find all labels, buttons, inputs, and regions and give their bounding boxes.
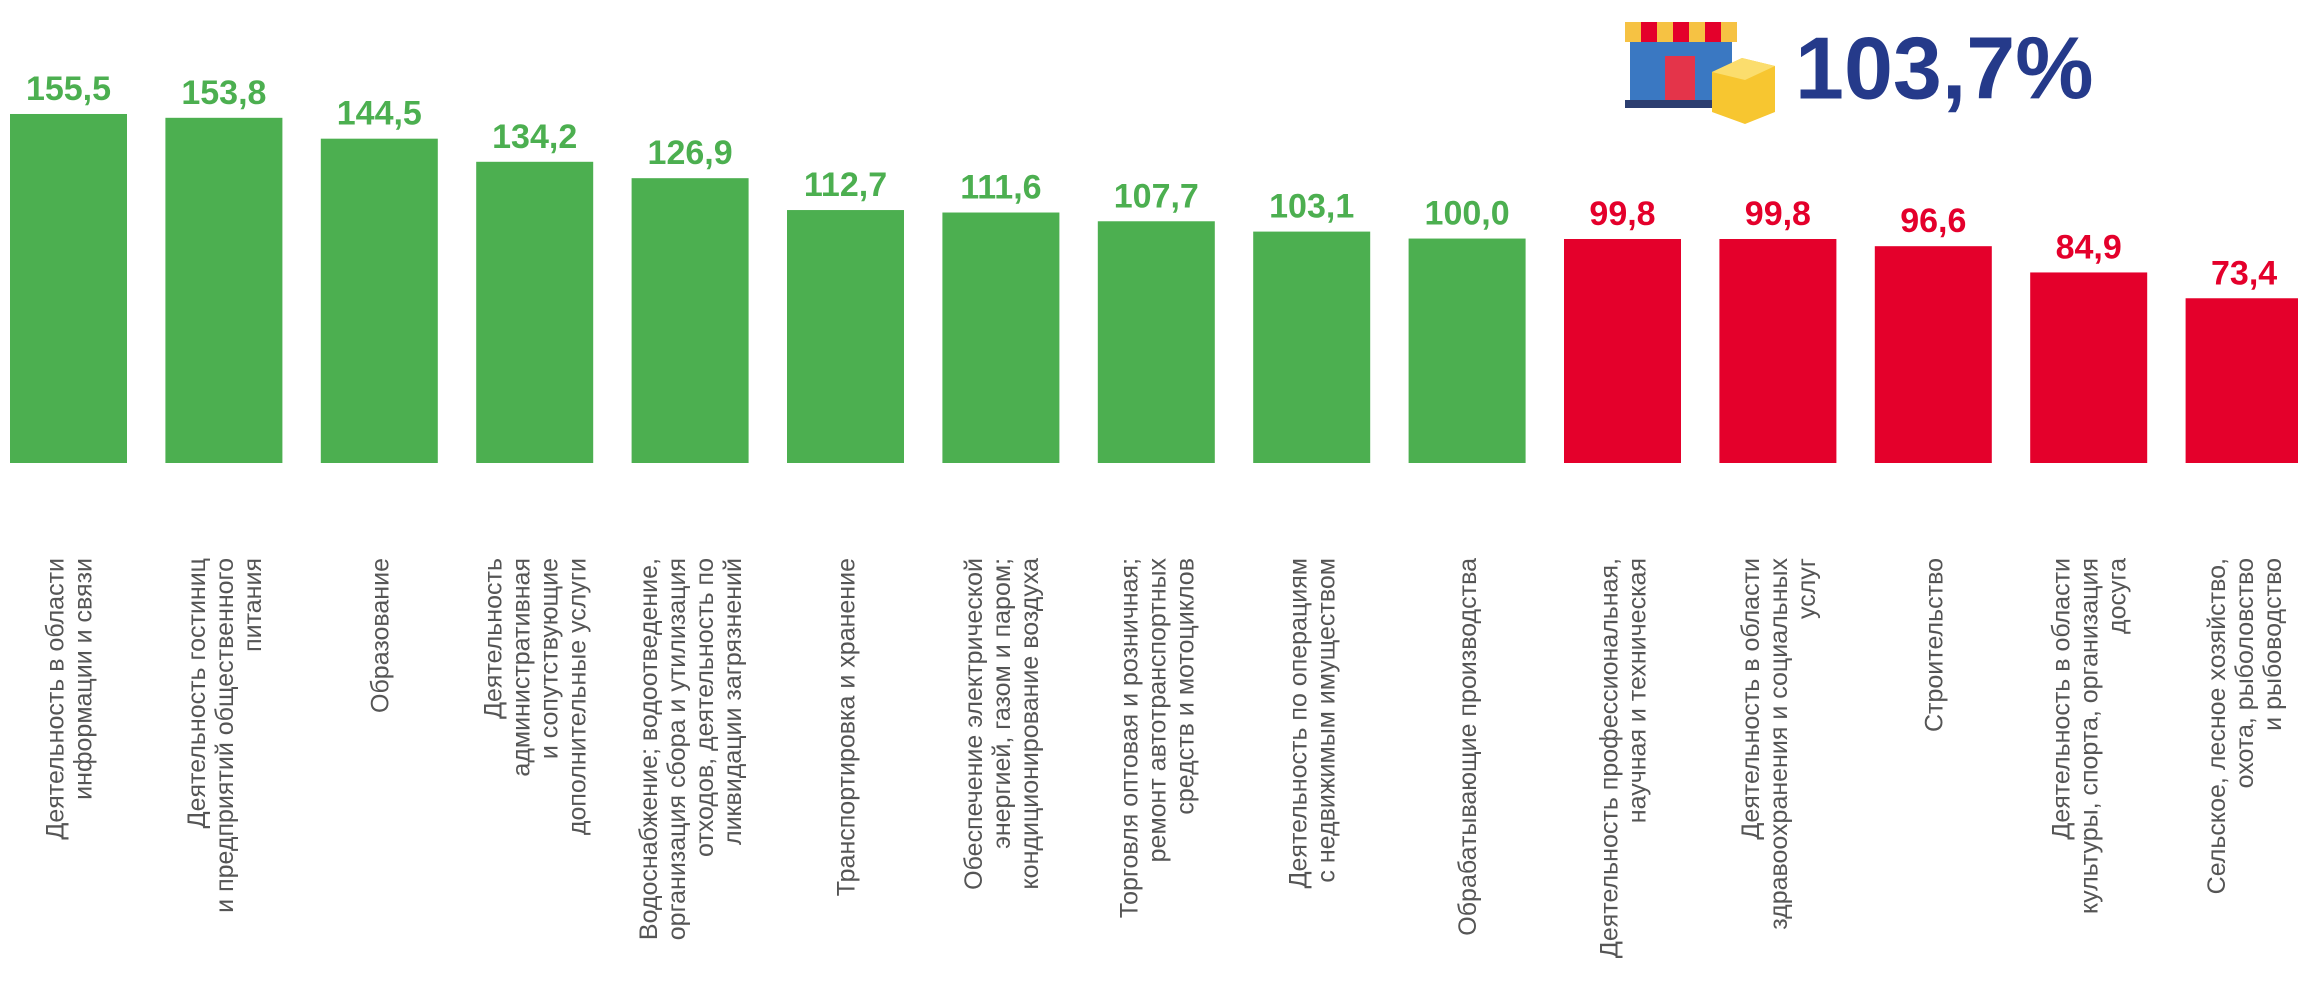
category-label: административная bbox=[508, 558, 536, 777]
headline: 103,7% bbox=[1795, 18, 2093, 117]
value-label: 99,8 bbox=[1589, 195, 1655, 233]
bar bbox=[1097, 221, 1215, 463]
category-label: Деятельность гостиниц bbox=[183, 558, 211, 828]
bar bbox=[1408, 238, 1526, 463]
bar bbox=[10, 113, 127, 463]
category-label: Деятельность в области bbox=[42, 558, 70, 840]
bar bbox=[1564, 239, 1681, 463]
category-label: Деятельность bbox=[480, 558, 508, 719]
category-label: Обрабатывающие производства bbox=[1454, 558, 1482, 936]
category-label: Водоснабжение; водоотведение, bbox=[635, 558, 663, 940]
value-label: 126,9 bbox=[648, 134, 733, 172]
category-label: и предприятий общественного bbox=[211, 558, 239, 913]
category-label: Деятельность по операциям bbox=[1285, 558, 1313, 888]
bar bbox=[942, 212, 1060, 463]
category-label: научная и техническая bbox=[1624, 558, 1652, 823]
category-label: Строительство bbox=[1920, 558, 1948, 732]
bar bbox=[1874, 246, 1992, 463]
value-label: 153,8 bbox=[181, 74, 266, 112]
category-label: Транспортировка и хранение bbox=[833, 558, 861, 896]
bar bbox=[165, 117, 283, 463]
category-label: культуры, спорта, организация bbox=[2076, 558, 2104, 914]
value-label: 155,5 bbox=[26, 70, 111, 108]
bar bbox=[787, 210, 904, 463]
value-label: 107,7 bbox=[1114, 177, 1199, 215]
value-label: 134,2 bbox=[492, 118, 577, 156]
store-icon bbox=[1625, 22, 1775, 124]
category-label: здравоохранения и социальных bbox=[1765, 558, 1793, 930]
category-label: с недвижимым имуществом bbox=[1313, 558, 1341, 883]
value-label: 100,0 bbox=[1425, 195, 1510, 233]
bar bbox=[1253, 231, 1371, 463]
category-label: средств и мотоциклов bbox=[1171, 558, 1199, 815]
value-label: 96,6 bbox=[1900, 202, 1966, 240]
value-label: 103,1 bbox=[1269, 188, 1354, 226]
value-label: 73,4 bbox=[2211, 254, 2277, 292]
category-label: дополнительные услуги bbox=[564, 558, 592, 835]
category-label: ликвидации загрязнений bbox=[719, 558, 747, 845]
category-label: питания bbox=[239, 558, 267, 652]
category-label: услуг bbox=[1793, 558, 1821, 619]
value-label: 111,6 bbox=[960, 169, 1041, 207]
category-label: и рыбоводство bbox=[2259, 558, 2287, 731]
value-label: 84,9 bbox=[2056, 228, 2122, 266]
value-label: 99,8 bbox=[1745, 195, 1811, 233]
bar bbox=[2030, 272, 2148, 463]
category-label: Сельское, лесное хозяйство, bbox=[2203, 558, 2231, 894]
bar bbox=[2185, 298, 2298, 463]
category-label: и сопутствующие bbox=[536, 558, 564, 759]
category-label: Обеспечение электрической bbox=[960, 558, 988, 890]
category-label: ремонт автотранспортных bbox=[1143, 558, 1171, 863]
category-label: досуга bbox=[2104, 558, 2132, 634]
category-label: кондиционирование воздуха bbox=[1016, 558, 1044, 890]
value-label: 144,5 bbox=[337, 95, 422, 133]
bar bbox=[631, 178, 749, 463]
bar bbox=[320, 138, 438, 463]
category-label: отходов, деятельность по bbox=[691, 558, 719, 857]
category-label: Деятельность в области bbox=[1737, 558, 1765, 840]
category-label: энергией, газом и паром; bbox=[988, 558, 1016, 849]
category-label: организация сбора и утилизация bbox=[663, 558, 691, 940]
category-label: охота, рыболовство bbox=[2231, 558, 2259, 788]
value-label: 112,7 bbox=[804, 166, 887, 204]
category-label: Образование bbox=[366, 558, 394, 713]
category-label: Деятельность в области bbox=[2048, 558, 2076, 840]
category-label: Деятельность профессиональная, bbox=[1596, 558, 1624, 958]
bar bbox=[476, 161, 594, 463]
category-label: Торговля оптовая и розничная; bbox=[1115, 558, 1143, 918]
bar bbox=[1719, 239, 1837, 463]
category-label: информации и связи bbox=[70, 558, 98, 800]
